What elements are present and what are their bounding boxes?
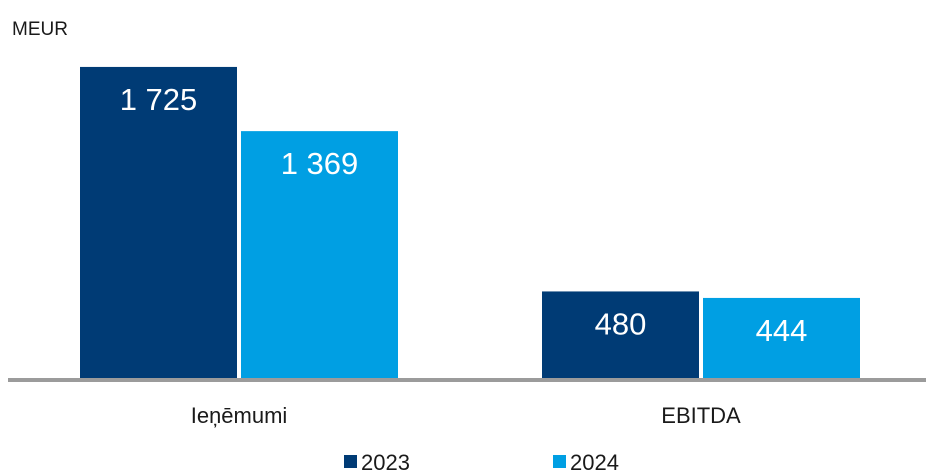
category-labels-group: Ieņēmumi EBITDA [191, 403, 741, 428]
unit-label: MEUR [12, 19, 68, 40]
bar-ebitda-2024 [703, 297, 860, 378]
bar-ieņēmumi-2024 [241, 131, 398, 378]
legend: 2023 2024 [344, 450, 619, 474]
legend-swatch-2024 [553, 455, 566, 468]
category-label-0: Ieņēmumi [191, 403, 288, 428]
bars-group [80, 66, 860, 379]
category-label-1: EBITDA [661, 403, 741, 428]
bar-ebitda-2023 [542, 291, 699, 378]
legend-label-2024: 2024 [570, 450, 619, 474]
value-label-ebitda-2023: 480 [595, 306, 647, 341]
value-label-ieņēmumi-2023: 1 725 [120, 82, 198, 117]
legend-label-2023: 2023 [361, 450, 410, 474]
value-label-ieņēmumi-2024: 1 369 [281, 146, 359, 181]
bar-ieņēmumi-2023 [80, 66, 237, 379]
value-labels-group: 1 725 1 369 480 444 [120, 82, 808, 348]
legend-swatch-2023 [344, 455, 357, 468]
value-label-ebitda-2024: 444 [756, 313, 808, 348]
